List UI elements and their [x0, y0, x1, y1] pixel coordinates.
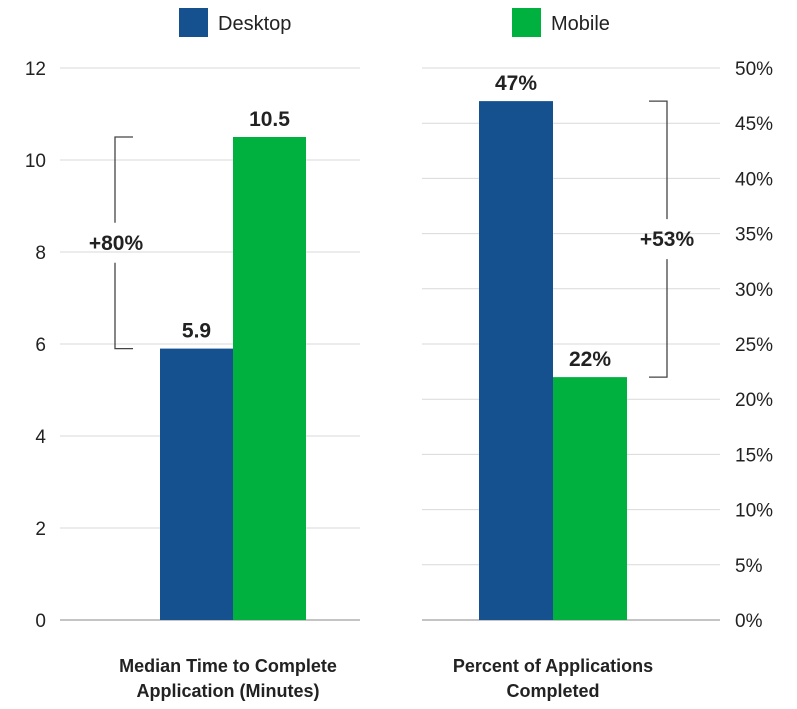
- legend-swatch-mobile: [512, 8, 541, 37]
- legend-label-mobile: Mobile: [551, 13, 610, 35]
- y-tick-label-2-45: 45%: [735, 114, 773, 135]
- data-label-1-desktop: 5.9: [182, 320, 211, 343]
- bar-1-desktop: [160, 348, 233, 620]
- legend-swatch-desktop: [179, 8, 208, 37]
- y-tick-label-1-4: 4: [35, 427, 46, 448]
- bar-2-mobile: [553, 377, 627, 620]
- bar-1-mobile: [233, 137, 306, 620]
- difference-annotation-1: +80%: [89, 232, 144, 255]
- y-tick-label-2-10: 10%: [735, 501, 773, 522]
- y-tick-label-2-30: 30%: [735, 280, 773, 301]
- difference-annotation-2: +53%: [640, 228, 695, 251]
- y-tick-label-2-35: 35%: [735, 225, 773, 246]
- y-tick-label-2-50: 50%: [735, 59, 773, 80]
- y-tick-label-2-5: 5%: [735, 556, 763, 577]
- chart-title-2-line-2: Completed: [506, 681, 599, 701]
- y-tick-label-1-12: 12: [25, 59, 46, 80]
- y-tick-label-2-15: 15%: [735, 445, 773, 466]
- chart-title-1-line-2: Application (Minutes): [137, 681, 320, 701]
- y-tick-label-1-8: 8: [35, 243, 46, 264]
- bar-2-desktop: [479, 101, 553, 621]
- y-tick-label-2-20: 20%: [735, 390, 773, 411]
- y-tick-label-1-2: 2: [35, 519, 46, 540]
- y-tick-label-1-6: 6: [35, 335, 46, 356]
- legend-label-desktop: Desktop: [218, 13, 291, 35]
- difference-bracket-1: [114, 136, 133, 350]
- chart-title-1-line-1: Median Time to Complete: [119, 656, 337, 676]
- data-label-2-mobile: 22%: [569, 348, 611, 371]
- data-label-2-desktop: 47%: [495, 72, 537, 95]
- data-label-1-mobile: 10.5: [249, 108, 290, 131]
- y-tick-label-1-10: 10: [25, 151, 46, 172]
- y-tick-label-2-0: 0%: [735, 611, 763, 632]
- y-tick-label-2-25: 25%: [735, 335, 773, 356]
- y-tick-label-1-0: 0: [35, 611, 46, 632]
- difference-bracket-2: [649, 100, 668, 378]
- chart-title-2-line-1: Percent of Applications: [453, 656, 653, 676]
- y-tick-label-2-40: 40%: [735, 169, 773, 190]
